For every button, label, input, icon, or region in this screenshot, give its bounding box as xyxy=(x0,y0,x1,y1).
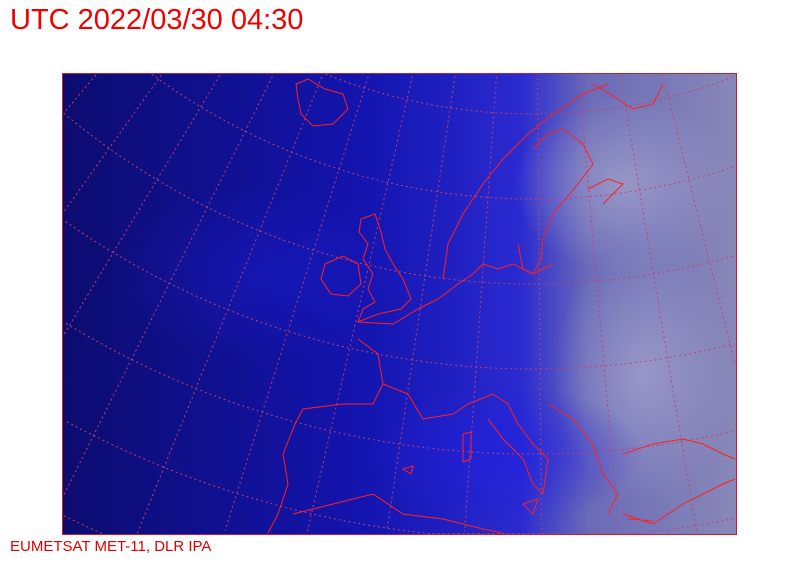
map-canvas xyxy=(63,74,736,534)
graticule-parallel xyxy=(63,515,103,534)
graticule-meridian xyxy=(64,74,97,113)
graticule-parallel xyxy=(66,421,734,534)
graticule-parallel xyxy=(151,74,736,200)
graticule-meridian xyxy=(578,75,619,531)
graticule-parallel xyxy=(65,322,736,455)
coast-balkans-greece xyxy=(547,403,736,525)
coast-north-russia xyxy=(592,83,664,110)
satellite-map[interactable] xyxy=(62,73,737,535)
coast-continent-north xyxy=(357,263,554,325)
graticule-meridian xyxy=(464,76,497,532)
graticule-meridian xyxy=(386,76,456,532)
graticule-parallel xyxy=(65,221,734,370)
coast-ireland xyxy=(320,255,362,297)
graticule-meridian xyxy=(662,74,736,366)
coastlines xyxy=(267,78,736,534)
graticule-meridian xyxy=(63,76,273,496)
graticule xyxy=(63,74,736,534)
coast-iceland xyxy=(295,78,349,127)
graticule-meridian xyxy=(537,78,543,534)
graticule-meridian xyxy=(63,74,162,213)
coast-italy xyxy=(467,393,549,496)
graticule-parallel xyxy=(63,112,735,285)
graticule-meridian xyxy=(224,76,369,531)
coast-iberia-france xyxy=(267,338,469,534)
graticule-meridian xyxy=(63,74,221,336)
graticule-parallel xyxy=(325,74,736,115)
coast-islands xyxy=(401,431,539,515)
coast-great-britain xyxy=(357,213,412,323)
data-credit: EUMETSAT MET-11, DLR IPA xyxy=(10,538,212,555)
cloud-mass xyxy=(113,184,413,364)
coast-med-south xyxy=(292,493,504,534)
timestamp-title: UTC 2022/03/30 04:30 xyxy=(10,4,304,36)
graticule-meridian xyxy=(136,76,323,534)
graticule-meridian xyxy=(619,74,698,533)
